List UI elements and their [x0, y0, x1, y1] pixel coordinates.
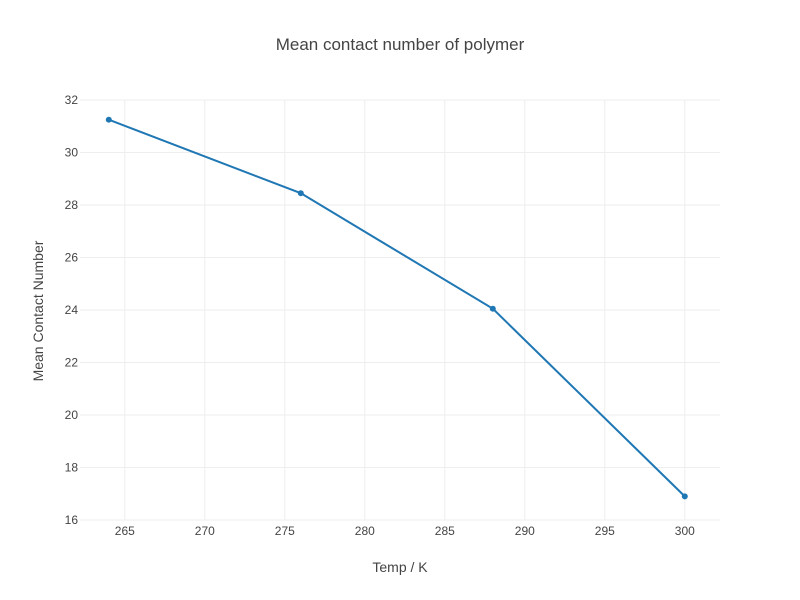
x-tick-label: 265: [115, 524, 135, 538]
grid: [80, 99, 720, 521]
chart-title: Mean contact number of polymer: [276, 35, 525, 54]
x-tick-label: 285: [435, 524, 455, 538]
data-point[interactable]: [297, 190, 304, 197]
series-line: [108, 118, 686, 498]
y-tick-label: 20: [65, 408, 79, 422]
x-tick-label: 275: [275, 524, 295, 538]
x-axis-ticks: 265 270 275 280 285 290 295 300: [115, 524, 695, 538]
x-tick-label: 295: [595, 524, 615, 538]
x-tick-label: 290: [515, 524, 535, 538]
x-tick-label: 300: [675, 524, 695, 538]
y-tick-label: 24: [65, 303, 79, 317]
y-axis-title: Mean Contact Number: [30, 240, 46, 381]
y-tick-label: 32: [65, 93, 79, 107]
y-tick-label: 26: [65, 251, 79, 265]
data-point[interactable]: [105, 116, 112, 123]
x-axis-title: Temp / K: [372, 559, 428, 575]
y-tick-label: 18: [65, 461, 79, 475]
data-point[interactable]: [489, 305, 496, 312]
y-tick-label: 16: [65, 513, 79, 527]
y-tick-label: 30: [65, 146, 79, 160]
x-tick-label: 270: [195, 524, 215, 538]
x-tick-label: 280: [355, 524, 375, 538]
y-tick-label: 28: [65, 198, 79, 212]
y-tick-label: 22: [65, 356, 79, 370]
series-layer: [105, 116, 688, 500]
y-axis-ticks: 16 18 20 22 24 26 28 30 32: [65, 93, 79, 527]
data-point[interactable]: [681, 493, 688, 500]
